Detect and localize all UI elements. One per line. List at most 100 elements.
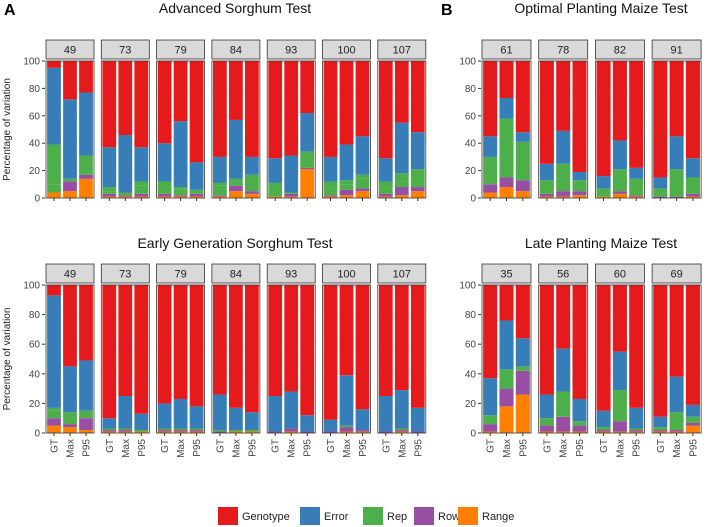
bar-segment: [653, 61, 668, 178]
bar-segment: [378, 396, 393, 432]
bar-segment: [323, 156, 338, 182]
bar-segment: [63, 99, 77, 179]
facet-49: 49 GT Max P95: [45, 263, 95, 458]
y-tick-label: 40: [29, 369, 41, 380]
bar-segment: [189, 431, 204, 433]
bar-segment: [629, 167, 644, 179]
bar-segment: [118, 396, 133, 429]
bar-segment: [572, 171, 587, 181]
bar-segment: [596, 176, 611, 189]
bar-segment: [355, 409, 370, 431]
bar-segment: [539, 196, 554, 198]
x-tick-label: P95: [358, 439, 369, 457]
bar-segment: [483, 285, 498, 379]
facet-label: 49: [64, 45, 76, 57]
bar-segment: [483, 156, 498, 185]
x-tick-label: GT: [326, 439, 337, 453]
bar-segment: [556, 285, 571, 349]
bar-segment: [539, 394, 554, 419]
bar-segment: [612, 191, 627, 194]
facet-label: 60: [614, 269, 626, 281]
bar-segment: [339, 375, 354, 426]
x-tick-label: GT: [656, 439, 667, 453]
bar-segment: [499, 187, 514, 198]
bar-segment: [378, 285, 393, 396]
bar-segment: [410, 285, 425, 408]
bar-segment: [284, 196, 299, 198]
bar-segment: [596, 188, 611, 197]
x-tick-label: Max: [559, 439, 570, 458]
facet-73: 73 GT Max P95: [100, 263, 150, 458]
y-tick-label: 100: [23, 281, 40, 292]
bar-segment: [173, 430, 188, 432]
y-tick-label: 60: [29, 111, 41, 122]
bar-segment: [410, 407, 425, 432]
bar-segment: [79, 171, 93, 175]
y-tick-label: 0: [34, 194, 40, 205]
facet-49: 49: [45, 39, 95, 201]
bar-segment: [245, 191, 259, 194]
facet-label: 93: [285, 269, 297, 281]
bar-segment: [47, 285, 61, 296]
facet-100: 100: [322, 39, 371, 201]
x-tick-label: P95: [82, 439, 93, 457]
bar-segment: [229, 407, 243, 431]
bar-segment: [157, 181, 172, 188]
y-tick-label: 100: [459, 57, 476, 68]
bar-segment: [189, 285, 204, 407]
bar-segment: [539, 431, 554, 433]
panel-border: [481, 284, 532, 434]
legend-swatch: [218, 507, 238, 525]
bar-segment: [669, 136, 684, 170]
chart-title: Late Planting Maize Test: [525, 235, 677, 251]
panel-border: [156, 284, 206, 434]
bar-segment: [47, 418, 61, 426]
bar-segment: [410, 191, 425, 198]
bar-segment: [515, 366, 530, 371]
bar-segment: [229, 191, 243, 198]
bar-segment: [572, 195, 587, 198]
panel-border: [266, 284, 316, 434]
bar-segment: [118, 428, 133, 431]
bar-segment: [134, 181, 149, 186]
bar-segment: [323, 196, 338, 198]
x-tick-label: Max: [342, 439, 353, 458]
y-tick-label: 80: [465, 310, 477, 321]
bar-segment: [355, 188, 370, 192]
bar-segment: [410, 61, 425, 133]
facet-strip: [481, 39, 532, 60]
bar-segment: [483, 136, 498, 157]
bar-segment: [596, 196, 611, 198]
bar-segment: [378, 158, 393, 182]
x-tick-label: P95: [632, 439, 643, 457]
bar-segment: [245, 193, 259, 198]
bar-segment: [355, 285, 370, 410]
facet-label: 100: [337, 269, 355, 281]
facet-label: 91: [670, 45, 682, 57]
bar-segment: [173, 285, 188, 399]
bar-segment: [410, 177, 425, 188]
bar-segment: [394, 122, 409, 174]
bar-segment: [245, 174, 259, 192]
bar-segment: [394, 285, 409, 391]
bar-segment: [612, 390, 627, 422]
bar-segment: [394, 187, 409, 196]
legend-label: Error: [324, 511, 349, 523]
bar-segment: [102, 191, 117, 194]
facet-strip: [377, 263, 427, 284]
bar-segment: [339, 61, 354, 145]
legend-swatch: [300, 507, 320, 525]
bar-segment: [229, 119, 243, 179]
bar-segment: [394, 430, 409, 432]
facet-strip: [538, 39, 589, 60]
bar-segment: [323, 188, 338, 196]
bar-segment: [79, 418, 93, 431]
bar-segment: [118, 285, 133, 396]
bar-segment: [157, 61, 172, 144]
bar-segment: [118, 195, 133, 197]
x-tick-label: Max: [615, 439, 626, 458]
x-tick-label: GT: [599, 439, 610, 453]
legend-swatch: [414, 507, 434, 525]
bar-segment: [102, 61, 117, 148]
facet-93: 93 GT Max P95: [266, 263, 316, 458]
